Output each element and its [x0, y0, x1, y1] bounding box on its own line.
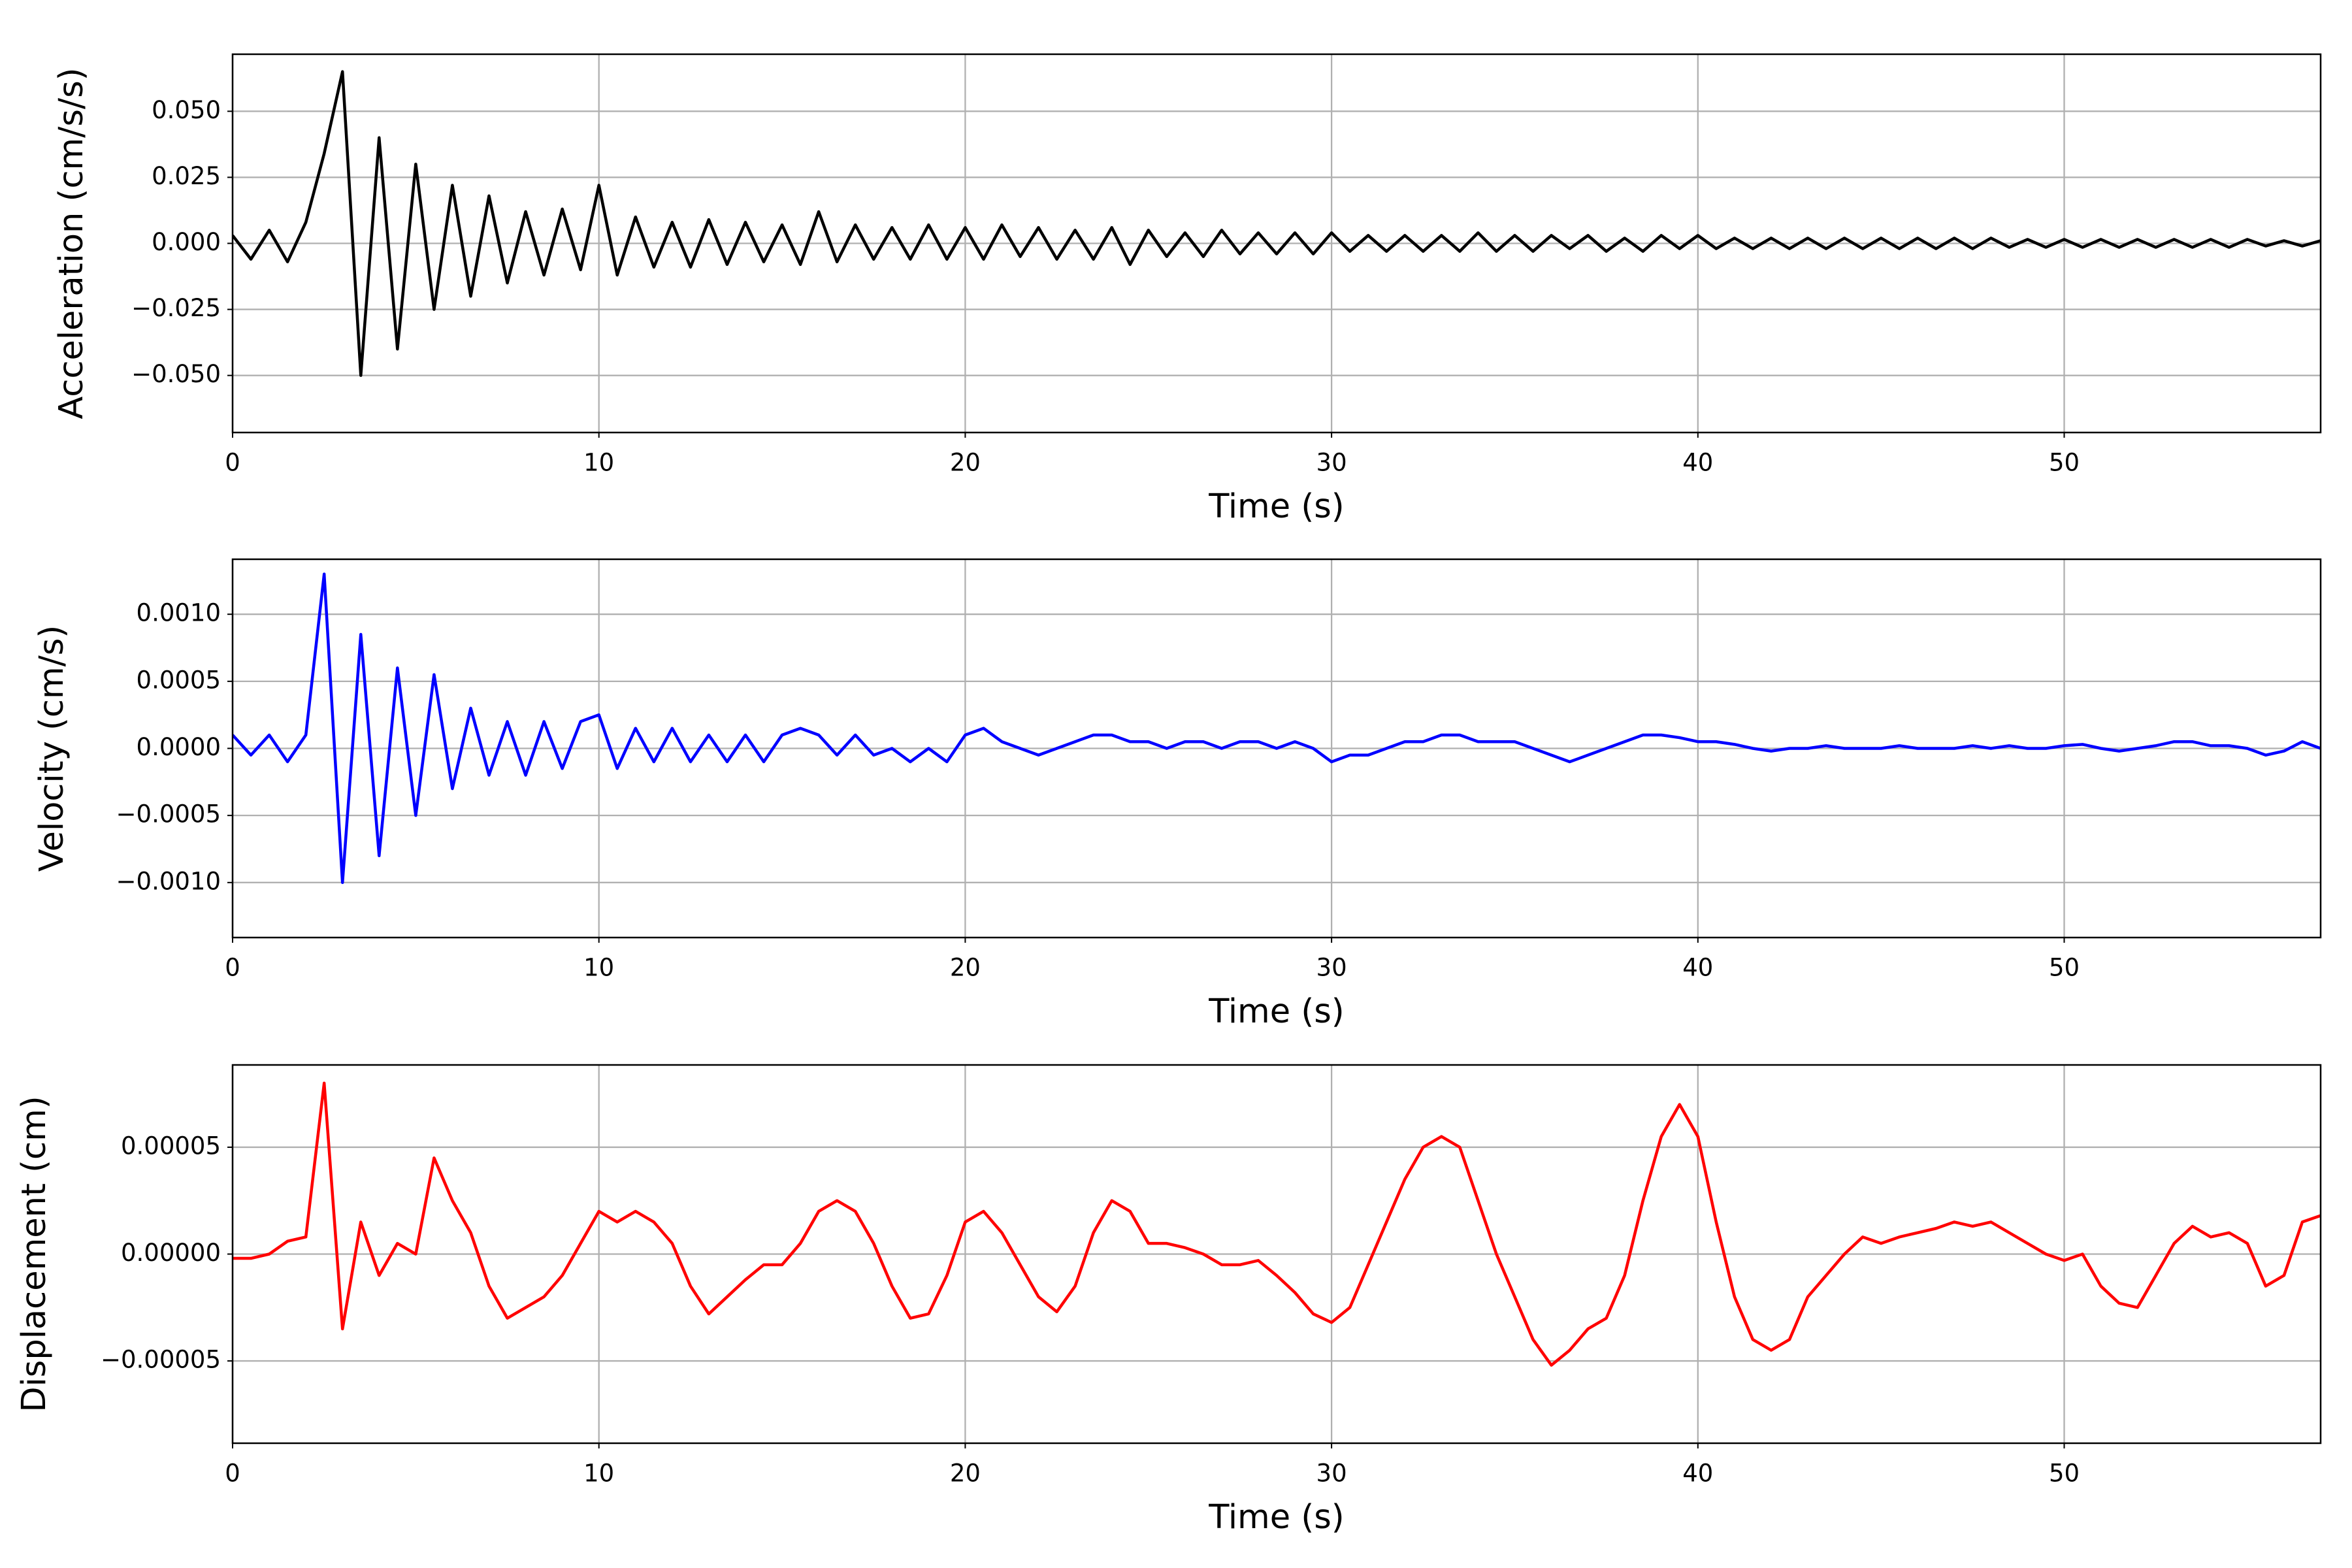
x-tick-label: 40 — [1682, 954, 1713, 982]
x-tick-label: 10 — [583, 1460, 614, 1488]
x-axis-label: Time (s) — [1208, 487, 1344, 526]
y-tick-label: 0.000 — [152, 228, 221, 256]
data-line — [233, 1081, 2321, 1367]
y-axis-label: Velocity (cm/s) — [33, 625, 71, 872]
x-tick-label: 0 — [225, 449, 240, 477]
x-tick-label: 0 — [225, 1460, 240, 1488]
x-tick-label: 50 — [2049, 1460, 2080, 1488]
x-tick-label: 50 — [2049, 954, 2080, 982]
x-tick-label: 10 — [583, 954, 614, 982]
x-tick-label: 30 — [1316, 954, 1347, 982]
y-tick-label: −0.0010 — [116, 867, 221, 895]
x-tick-label: 20 — [950, 954, 981, 982]
axes-frame — [231, 1064, 2322, 1445]
y-axis-label: Displacement (cm) — [15, 1096, 54, 1412]
x-tick-label: 0 — [225, 954, 240, 982]
data-line — [233, 70, 2321, 377]
x-tick-label: 30 — [1316, 1460, 1347, 1488]
y-tick-label: −0.00005 — [101, 1346, 221, 1374]
y-tick-label: 0.00000 — [121, 1239, 221, 1267]
y-tick-label: 0.025 — [152, 162, 221, 190]
x-axis-label: Time (s) — [1208, 1498, 1344, 1537]
x-tick-label: 40 — [1682, 1460, 1713, 1488]
y-tick-label: −0.050 — [131, 360, 221, 388]
y-tick-label: 0.00005 — [121, 1132, 221, 1160]
y-tick-label: 0.0000 — [137, 733, 221, 761]
data-line — [233, 572, 2321, 885]
y-axis-label: Acceleration (cm/s/s) — [52, 67, 91, 419]
x-axis-label: Time (s) — [1208, 992, 1344, 1031]
x-tick-label: 50 — [2049, 449, 2080, 477]
x-tick-label: 10 — [583, 449, 614, 477]
x-tick-label: 20 — [950, 449, 981, 477]
axes-frame — [231, 558, 2322, 939]
y-tick-label: 0.0005 — [137, 666, 221, 694]
x-tick-label: 20 — [950, 1460, 981, 1488]
y-tick-label: −0.025 — [131, 294, 221, 322]
x-tick-label: 40 — [1682, 449, 1713, 477]
x-tick-label: 30 — [1316, 449, 1347, 477]
y-tick-label: 0.050 — [152, 96, 221, 124]
axes-frame — [231, 53, 2322, 434]
y-tick-label: 0.0010 — [137, 599, 221, 627]
y-tick-label: −0.0005 — [116, 800, 221, 828]
